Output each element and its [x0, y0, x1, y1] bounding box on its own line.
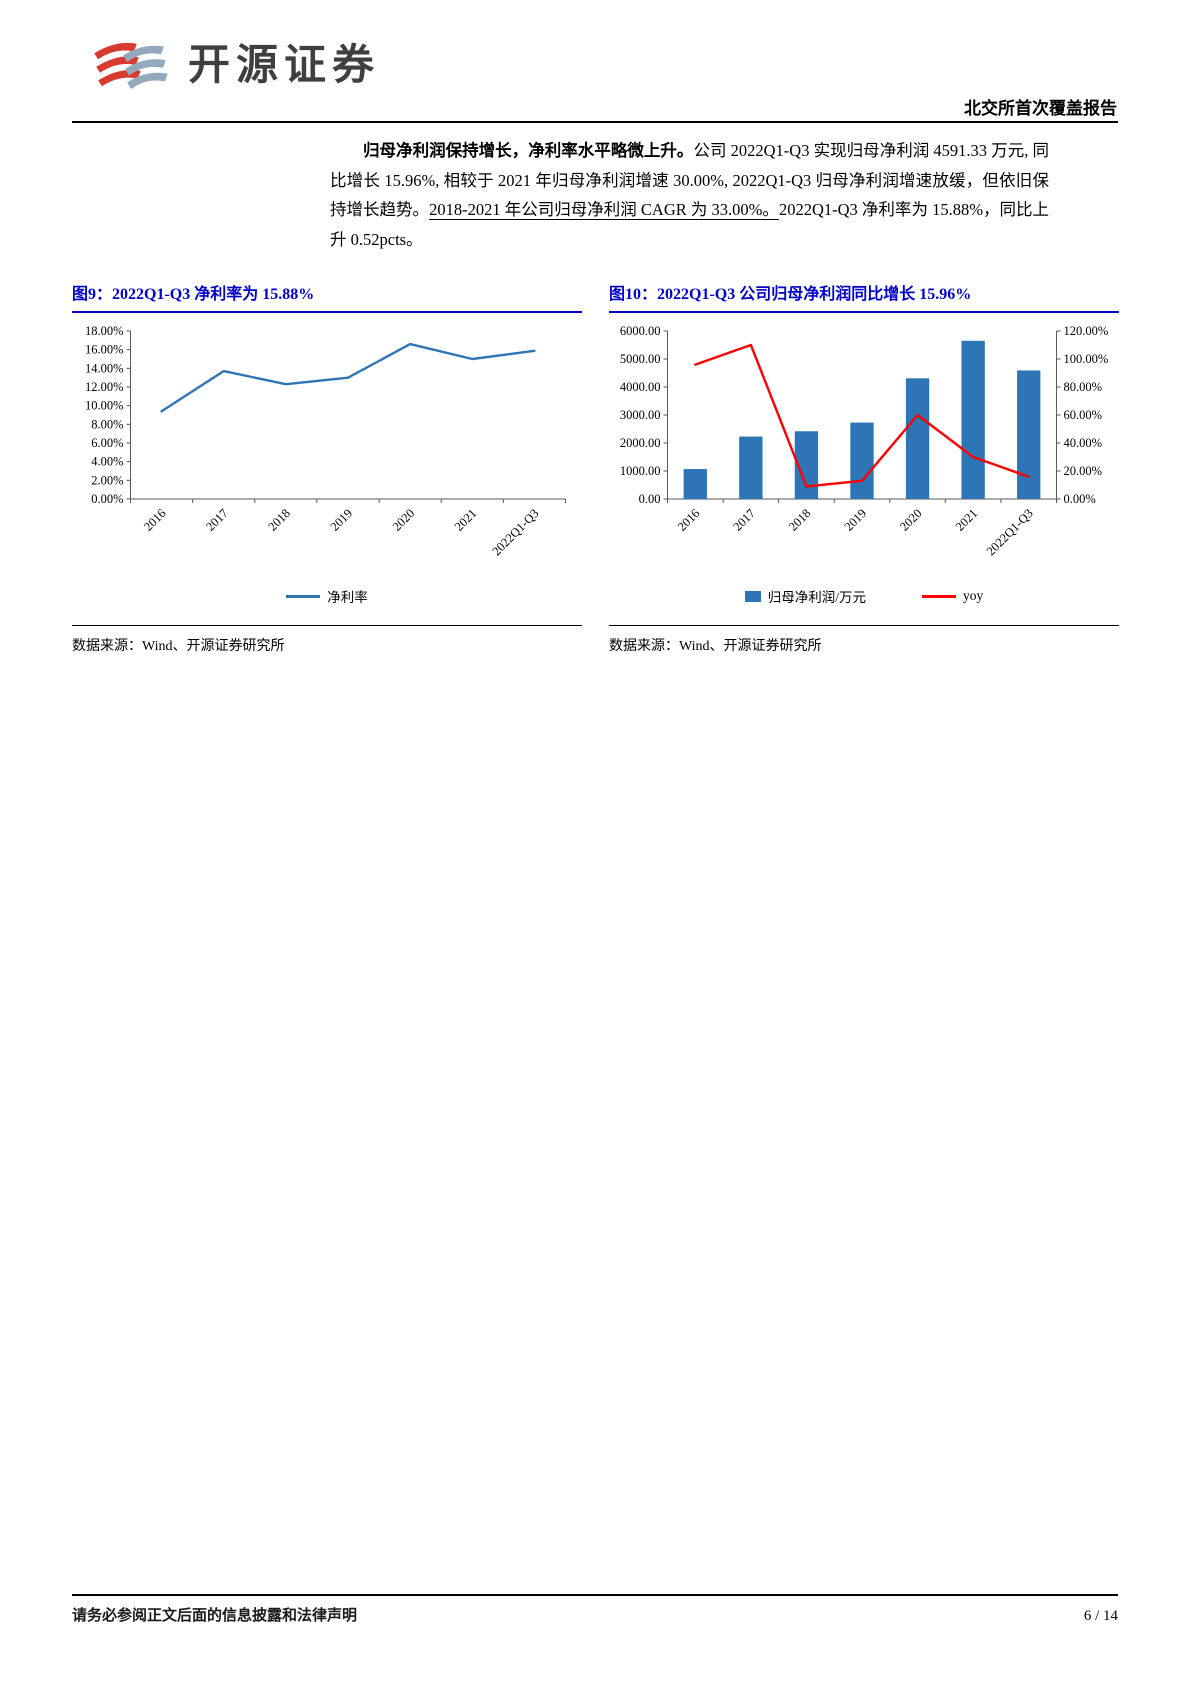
svg-text:2020: 2020	[390, 506, 418, 534]
svg-text:14.00%: 14.00%	[85, 361, 124, 375]
legend-item: 净利率	[286, 586, 368, 606]
paragraph-underlined-text: 2018-2021 年公司归母净利润 CAGR 为 33.00%。	[429, 200, 779, 219]
svg-text:2022Q1-Q3: 2022Q1-Q3	[984, 506, 1036, 558]
svg-text:2017: 2017	[203, 506, 231, 534]
svg-text:2000.00: 2000.00	[620, 436, 661, 450]
svg-text:0.00%: 0.00%	[1064, 492, 1096, 506]
svg-text:10.00%: 10.00%	[85, 399, 124, 413]
legend-label: 归母净利润/万元	[767, 590, 866, 605]
legend-label: yoy	[963, 588, 984, 603]
footer-divider	[72, 1594, 1118, 1596]
svg-text:6000.00: 6000.00	[620, 324, 661, 338]
figure-10-legend: 归母净利润/万元 yoy	[609, 583, 1119, 609]
brand-logo: 开源证券	[88, 36, 380, 94]
svg-text:0.00%: 0.00%	[91, 492, 123, 506]
legend-line-swatch	[922, 594, 956, 598]
legend-item: yoy	[922, 588, 983, 604]
figure-9-legend: 净利率	[72, 583, 582, 609]
legend-label: 净利率	[327, 590, 368, 605]
svg-text:80.00%: 80.00%	[1064, 380, 1103, 394]
svg-text:5000.00: 5000.00	[620, 352, 661, 366]
legend-item: 归母净利润/万元	[744, 586, 866, 606]
body-paragraph: 归母净利润保持增长，净利率水平略微上升。公司 2022Q1-Q3 实现归母净利润…	[330, 136, 1049, 254]
svg-text:2018: 2018	[265, 506, 293, 534]
paragraph-lead-bold: 归母净利润保持增长，净利率水平略微上升。	[363, 141, 694, 160]
brand-logo-text: 开源证券	[188, 41, 381, 88]
svg-text:2016: 2016	[675, 506, 703, 534]
footer-disclaimer: 请务必参阅正文后面的信息披露和法律声明	[72, 1608, 358, 1624]
brand-logo-icon	[94, 42, 168, 90]
svg-text:2022Q1-Q3: 2022Q1-Q3	[489, 506, 541, 558]
page-number: 6 / 14	[1083, 1608, 1118, 1624]
paragraph-text-2: 2022Q1-Q3 净利率为 15.88%，同比上升 0.52pcts。	[330, 200, 1050, 249]
figure-10-source-note: 数据来源：Wind、开源证券研究所	[609, 625, 1119, 655]
footer: 请务必参阅正文后面的信息披露和法律声明 6 / 14	[72, 1604, 1118, 1625]
figure-9-source-note: 数据来源：Wind、开源证券研究所	[72, 625, 582, 655]
svg-text:60.00%: 60.00%	[1064, 408, 1103, 422]
svg-text:2016: 2016	[141, 506, 169, 534]
svg-text:40.00%: 40.00%	[1064, 436, 1103, 450]
svg-text:8.00%: 8.00%	[91, 417, 123, 431]
svg-text:2017: 2017	[730, 506, 758, 534]
svg-text:6.00%: 6.00%	[91, 436, 123, 450]
svg-text:2019: 2019	[842, 506, 870, 534]
svg-text:4000.00: 4000.00	[620, 380, 661, 394]
svg-text:2.00%: 2.00%	[91, 473, 123, 487]
svg-text:2020: 2020	[897, 506, 925, 534]
paragraph-text-1: 公司 2022Q1-Q3 实现归母净利润 4591.33 万元, 同比增长 15…	[330, 141, 1050, 219]
svg-text:18.00%: 18.00%	[85, 324, 124, 338]
svg-text:120.00%: 120.00%	[1064, 324, 1109, 338]
figure-9: 图9：2022Q1-Q3 净利率为 15.88% 0.00% 2.00% 4.00%…	[72, 280, 582, 655]
header-divider	[72, 121, 1118, 123]
svg-text:2021: 2021	[953, 506, 981, 534]
svg-text:20.00%: 20.00%	[1064, 464, 1103, 478]
svg-text:4.00%: 4.00%	[91, 455, 123, 469]
svg-text:2021: 2021	[452, 506, 480, 534]
svg-text:3000.00: 3000.00	[620, 408, 661, 422]
net-profit-bar-line-chart: 0.00 1000.00 2000.00 3000.00 4000.00 5000.00 6…	[620, 324, 1109, 558]
legend-line-swatch	[286, 594, 321, 598]
figure-9-title: 图9：2022Q1-Q3 净利率为 15.88%	[72, 280, 582, 313]
report-type-label: 北交所首次覆盖报告	[964, 99, 1117, 118]
svg-text:1000.00: 1000.00	[620, 464, 661, 478]
svg-text:0.00: 0.00	[639, 492, 661, 506]
net-margin-line-chart: 0.00% 2.00% 4.00% 6.00% 8.00% 10.00% 12.00% 14.…	[85, 324, 566, 558]
figure-10: 图10：2022Q1-Q3 公司归母净利润同比增长 15.96% 0.00 100…	[609, 280, 1119, 655]
svg-text:16.00%: 16.00%	[85, 343, 124, 357]
legend-bar-swatch	[744, 590, 761, 602]
svg-text:2019: 2019	[328, 506, 356, 534]
svg-text:2018: 2018	[786, 506, 814, 534]
svg-text:100.00%: 100.00%	[1064, 352, 1109, 366]
svg-text:12.00%: 12.00%	[85, 380, 124, 394]
figure-10-title: 图10：2022Q1-Q3 公司归母净利润同比增长 15.96%	[609, 280, 1119, 313]
